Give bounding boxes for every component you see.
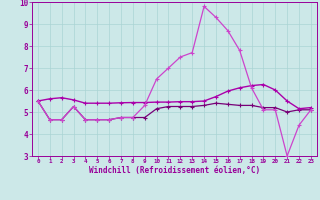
X-axis label: Windchill (Refroidissement éolien,°C): Windchill (Refroidissement éolien,°C) — [89, 166, 260, 175]
